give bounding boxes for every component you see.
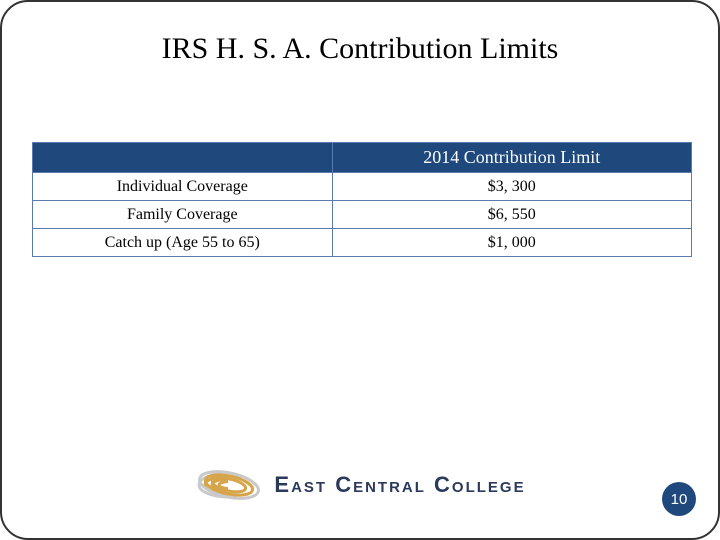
row-label-individual: Individual Coverage [33, 173, 333, 201]
page-number: 10 [671, 491, 688, 508]
logo-text: East Central College [274, 472, 525, 498]
table-row: Individual Coverage $3, 300 [33, 173, 692, 201]
table-row: Catch up (Age 55 to 65) $1, 000 [33, 229, 692, 257]
row-value-family: $6, 550 [332, 201, 691, 229]
swirl-icon [194, 460, 264, 510]
page-number-badge: 10 [662, 482, 696, 516]
row-label-catchup: Catch up (Age 55 to 65) [33, 229, 333, 257]
row-label-family: Family Coverage [33, 201, 333, 229]
table-header-limit: 2014 Contribution Limit [332, 143, 691, 173]
row-value-individual: $3, 300 [332, 173, 691, 201]
row-value-catchup: $1, 000 [332, 229, 691, 257]
table-header-empty [33, 143, 333, 173]
table-header-row: 2014 Contribution Limit [33, 143, 692, 173]
slide-frame: IRS H. S. A. Contribution Limits 2014 Co… [0, 0, 720, 540]
table-row: Family Coverage $6, 550 [33, 201, 692, 229]
contribution-table: 2014 Contribution Limit Individual Cover… [32, 142, 692, 257]
footer-logo: East Central College [2, 460, 718, 510]
page-title: IRS H. S. A. Contribution Limits [2, 32, 718, 66]
